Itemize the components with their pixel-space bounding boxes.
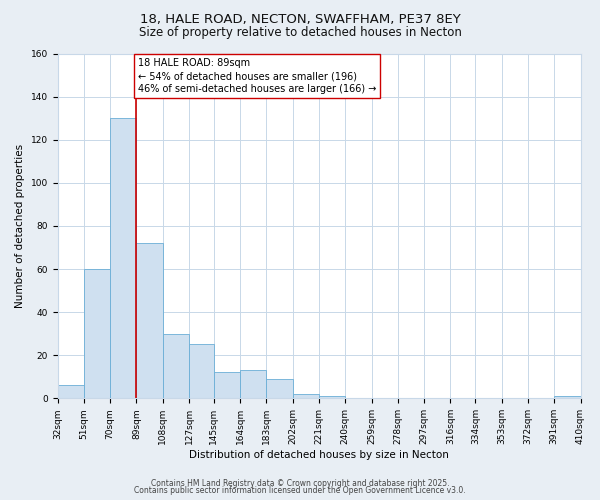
Bar — [214, 372, 240, 398]
Bar — [293, 394, 319, 398]
Bar — [554, 396, 581, 398]
Bar — [240, 370, 266, 398]
Text: Size of property relative to detached houses in Necton: Size of property relative to detached ho… — [139, 26, 461, 39]
Y-axis label: Number of detached properties: Number of detached properties — [15, 144, 25, 308]
Text: Contains HM Land Registry data © Crown copyright and database right 2025.: Contains HM Land Registry data © Crown c… — [151, 478, 449, 488]
Bar — [58, 386, 84, 398]
Text: 18 HALE ROAD: 89sqm
← 54% of detached houses are smaller (196)
46% of semi-detac: 18 HALE ROAD: 89sqm ← 54% of detached ho… — [138, 58, 376, 94]
X-axis label: Distribution of detached houses by size in Necton: Distribution of detached houses by size … — [189, 450, 449, 460]
Bar — [84, 269, 110, 398]
Bar — [319, 396, 346, 398]
Bar — [189, 344, 214, 399]
Text: Contains public sector information licensed under the Open Government Licence v3: Contains public sector information licen… — [134, 486, 466, 495]
Bar — [163, 334, 189, 398]
Bar — [110, 118, 136, 398]
Bar — [266, 379, 293, 398]
Bar — [136, 243, 163, 398]
Text: 18, HALE ROAD, NECTON, SWAFFHAM, PE37 8EY: 18, HALE ROAD, NECTON, SWAFFHAM, PE37 8E… — [140, 12, 460, 26]
